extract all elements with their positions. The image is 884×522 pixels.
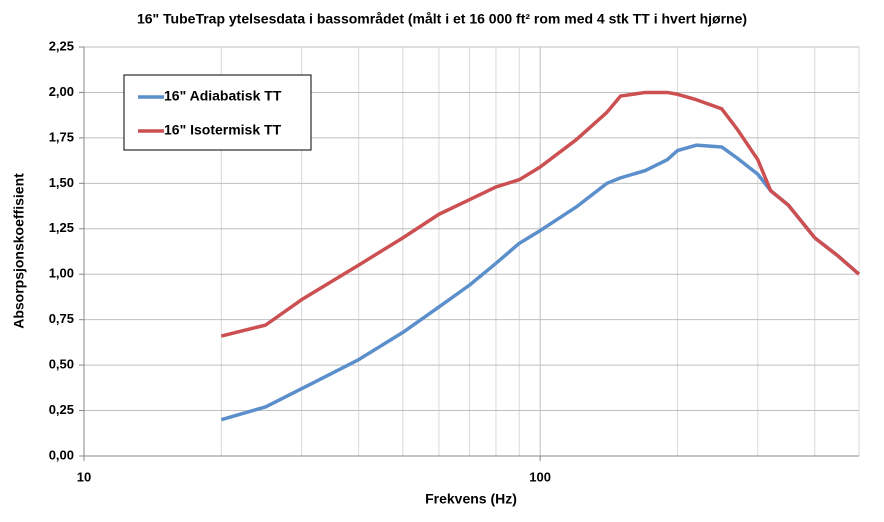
x-tick-label: 10 [77, 469, 91, 484]
x-axis-label: Frekvens (Hz) [425, 491, 517, 507]
y-tick-label: 0,00 [49, 447, 74, 462]
y-tick-label: 1,25 [49, 220, 74, 235]
y-tick-label: 1,75 [49, 129, 74, 144]
y-tick-label: 2,00 [49, 84, 74, 99]
chart-title: 16" TubeTrap ytelsesdata i bassområdet (… [137, 11, 747, 27]
y-tick-label: 0,50 [49, 357, 74, 372]
y-tick-label: 0,25 [49, 402, 74, 417]
y-tick-label: 1,00 [49, 266, 74, 281]
x-tick-label: 100 [529, 469, 551, 484]
series-line [220, 90, 861, 338]
y-tick-label: 2,25 [49, 38, 74, 53]
y-tick-label: 0,75 [49, 311, 74, 326]
y-tick-label: 1,50 [49, 175, 74, 190]
legend-label: 16" Isotermisk TT [164, 122, 282, 138]
legend-box [123, 74, 312, 151]
legend-label: 16" Adiabatisk TT [164, 88, 282, 104]
y-axis-label: Absorpsjonskoeffisient [11, 173, 27, 329]
